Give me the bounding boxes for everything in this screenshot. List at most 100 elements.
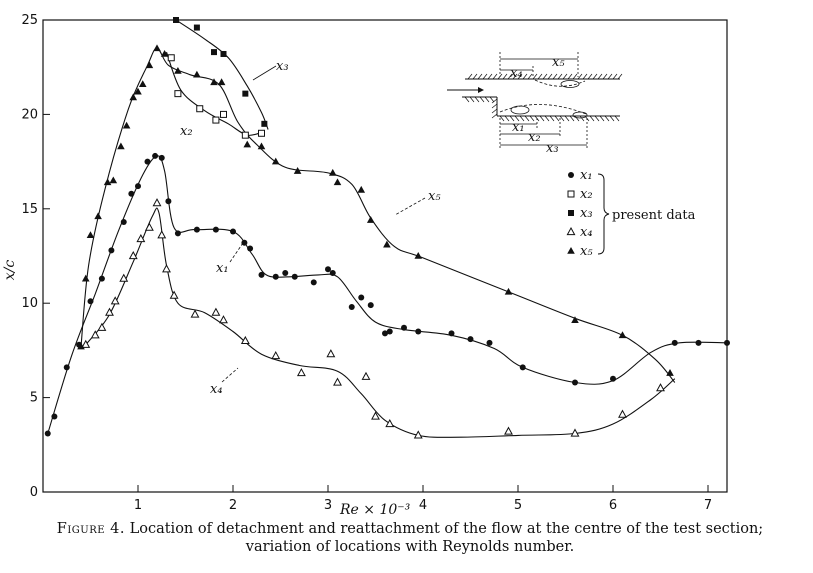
point-x3 xyxy=(211,49,217,56)
point-x4 xyxy=(296,368,306,377)
point-x4 xyxy=(152,198,162,207)
series-label-x2: x₂ xyxy=(180,124,193,139)
point-x1 xyxy=(382,330,388,337)
point-x1 xyxy=(329,269,336,276)
svg-text:Re × 10⁻³: Re × 10⁻³ xyxy=(339,502,411,518)
point-x4 xyxy=(136,233,146,243)
point-x4 xyxy=(413,430,423,439)
series-label-x3-leader xyxy=(252,65,277,81)
axes: 1 2 3 4 5 6 7 0 5 10 15 20 25 xyxy=(21,13,728,513)
point-x4 xyxy=(219,315,228,324)
point-x1 xyxy=(51,413,58,420)
point-x4 xyxy=(90,330,100,339)
point-x3 xyxy=(220,50,227,57)
point-x1 xyxy=(282,269,289,276)
x-tick-label: 3 xyxy=(324,498,332,513)
series-label-x4-leader xyxy=(221,367,239,383)
point-x5 xyxy=(145,61,154,69)
point-x3 xyxy=(242,90,249,97)
point-x1 xyxy=(128,190,135,197)
point-x5 xyxy=(618,331,627,339)
legend-marker-x3 xyxy=(568,210,574,216)
point-x1 xyxy=(135,183,141,190)
inset-label-x1: x₁ xyxy=(512,120,525,135)
legend-label-x3: x₃ xyxy=(580,206,593,221)
point-x1 xyxy=(467,336,474,343)
legend-marker-x4 xyxy=(566,226,576,236)
point-x4 xyxy=(240,335,250,345)
point-x2 xyxy=(167,54,175,62)
point-x4 xyxy=(271,351,281,360)
point-x1 xyxy=(358,294,365,301)
point-x2 xyxy=(212,116,220,124)
point-x5 xyxy=(134,87,142,95)
point-x5 xyxy=(160,49,169,57)
point-x5 xyxy=(328,168,337,176)
legend-label-x4: x₄ xyxy=(580,225,593,240)
point-x4 xyxy=(81,339,91,348)
y-tick-label: 15 xyxy=(21,202,38,217)
series-label-x5: x₅ xyxy=(428,189,441,204)
point-x5 xyxy=(666,369,674,376)
x-tick-label: 7 xyxy=(704,498,712,513)
point-x1 xyxy=(158,154,165,161)
point-x5 xyxy=(86,231,95,239)
plot-frame xyxy=(42,19,728,493)
point-x1 xyxy=(310,279,317,286)
x-tick-label: 1 xyxy=(134,498,142,513)
point-x1 xyxy=(325,266,331,273)
point-x5 xyxy=(333,178,342,186)
point-x5 xyxy=(117,142,125,150)
point-x1 xyxy=(165,198,172,205)
point-x1 xyxy=(671,339,678,346)
series-label-x1-leader xyxy=(229,239,246,263)
point-x4 xyxy=(190,309,200,318)
point-x1 xyxy=(152,152,159,159)
point-x4 xyxy=(97,322,107,331)
point-x4 xyxy=(162,264,171,273)
inset-label-x3: x₃ xyxy=(546,141,559,156)
legend-brace xyxy=(597,173,610,255)
point-x5 xyxy=(138,80,147,87)
point-x2 xyxy=(241,131,249,139)
point-x5 xyxy=(153,44,161,52)
inset-flow-arrow xyxy=(447,87,484,93)
legend-marker-x1 xyxy=(568,172,574,178)
x-tick-label: 6 xyxy=(609,498,617,513)
point-x1 xyxy=(348,303,355,310)
caption-text-1: Location of detachment and reattachment … xyxy=(129,521,764,537)
y-tick-label: 25 xyxy=(21,13,38,28)
point-x4 xyxy=(169,290,179,299)
fitted-curves xyxy=(47,19,728,438)
point-x3 xyxy=(173,17,179,23)
chart: 1 2 3 4 5 6 7 0 5 10 15 20 25 Re × 10⁻³ x/c x₃ x₂ x₅… xyxy=(2,13,730,518)
point-x1 xyxy=(144,158,151,165)
point-x5 xyxy=(77,342,85,350)
point-x4 xyxy=(385,418,395,428)
point-x5 xyxy=(366,216,375,223)
point-x1 xyxy=(724,339,730,346)
y-tick-label: 0 xyxy=(30,485,38,500)
y-tick-label: 20 xyxy=(21,107,38,122)
point-x5 xyxy=(271,157,280,165)
point-x5 xyxy=(414,252,423,259)
point-x1 xyxy=(695,339,702,346)
point-x5 xyxy=(243,140,252,148)
point-x3 xyxy=(193,24,200,31)
legend-label-x1: x₁ xyxy=(580,168,593,183)
point-x4 xyxy=(119,273,129,282)
point-x1 xyxy=(572,379,578,386)
point-x1 xyxy=(212,226,219,233)
point-x5 xyxy=(109,176,118,184)
inset-upper-wall xyxy=(465,73,623,80)
point-x4 xyxy=(570,428,580,437)
y-axis-label: x/c xyxy=(2,260,18,281)
point-x2 xyxy=(258,129,265,137)
caption-figure-label: Figure 4. xyxy=(56,521,125,537)
point-x5 xyxy=(81,274,90,282)
series-label-x1: x₁ xyxy=(216,261,229,276)
point-x2 xyxy=(174,90,182,98)
point-x1 xyxy=(241,239,248,246)
point-x5 xyxy=(257,142,266,150)
point-x4 xyxy=(361,371,371,380)
